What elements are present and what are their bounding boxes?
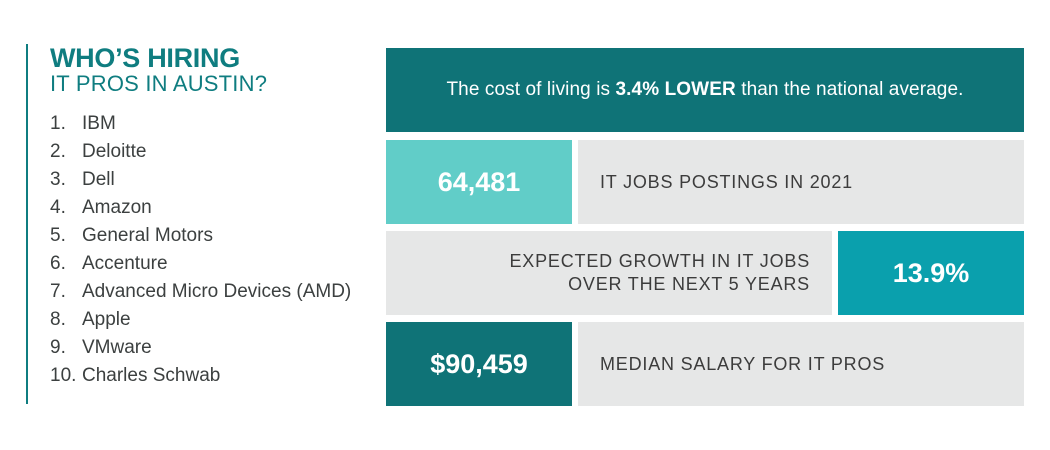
- list-item-number: 7.: [50, 281, 66, 302]
- list-item-name: General Motors: [82, 225, 213, 246]
- list-item: 2. Deloitte: [50, 138, 351, 166]
- banner-text: The cost of living is 3.4% LOWER than th…: [446, 79, 963, 101]
- list-item: 1. IBM: [50, 110, 351, 138]
- list-item: 7. Advanced Micro Devices (AMD): [50, 278, 351, 306]
- list-item: 6. Accenture: [50, 250, 351, 278]
- list-item-number: 2.: [50, 141, 66, 162]
- list-item: 8. Apple: [50, 306, 351, 334]
- list-item-number: 5.: [50, 225, 66, 246]
- list-item: 5. General Motors: [50, 222, 351, 250]
- list-item: 10. Charles Schwab: [50, 362, 351, 390]
- list-item: 9. VMware: [50, 334, 351, 362]
- list-item-name: Charles Schwab: [82, 365, 221, 386]
- jobs-postings-label: IT JOBS POSTINGS IN 2021: [578, 140, 1024, 224]
- list-item-name: Advanced Micro Devices (AMD): [82, 281, 352, 302]
- median-salary-value: $90,459: [386, 322, 572, 406]
- vertical-divider: [26, 44, 28, 404]
- list-item: 3. Dell: [50, 166, 351, 194]
- growth-label: EXPECTED GROWTH IN IT JOBS OVER THE NEXT…: [386, 231, 832, 315]
- list-item-number: 6.: [50, 253, 66, 274]
- list-item-number: 8.: [50, 309, 66, 330]
- list-item-name: Deloitte: [82, 141, 147, 162]
- heading-subtitle: IT PROS IN AUSTIN?: [50, 71, 268, 96]
- list-item-number: 9.: [50, 337, 66, 358]
- list-item-name: Accenture: [82, 253, 168, 274]
- list-item-name: Dell: [82, 169, 115, 190]
- list-item-number: 10.: [50, 365, 77, 386]
- list-item-number: 3.: [50, 169, 66, 190]
- growth-label-line2: OVER THE NEXT 5 YEARS: [568, 274, 810, 294]
- growth-label-line1: EXPECTED GROWTH IN IT JOBS: [509, 251, 810, 271]
- banner-prefix: The cost of living is: [446, 79, 616, 100]
- banner-suffix: than the national average.: [735, 79, 964, 100]
- list-item-name: VMware: [82, 337, 152, 358]
- heading-title: WHO’S HIRING: [50, 43, 240, 73]
- jobs-postings-value: 64,481: [386, 140, 572, 224]
- company-list: 1. IBM 2. Deloitte 3. Dell 4. Amazon 5. Gener…: [50, 110, 351, 390]
- banner-highlight: 3.4% LOWER: [615, 79, 736, 100]
- list-item-name: IBM: [82, 113, 116, 134]
- list-item-name: Apple: [82, 309, 131, 330]
- list-item-name: Amazon: [82, 197, 152, 218]
- median-salary-label: MEDIAN SALARY FOR IT PROS: [578, 322, 1024, 406]
- list-item-number: 1.: [50, 113, 66, 134]
- hiring-heading: WHO’S HIRING IT PROS IN AUSTIN?: [50, 44, 267, 96]
- cost-of-living-banner: The cost of living is 3.4% LOWER than th…: [386, 48, 1024, 132]
- list-item-number: 4.: [50, 197, 66, 218]
- list-item: 4. Amazon: [50, 194, 351, 222]
- growth-value: 13.9%: [838, 231, 1024, 315]
